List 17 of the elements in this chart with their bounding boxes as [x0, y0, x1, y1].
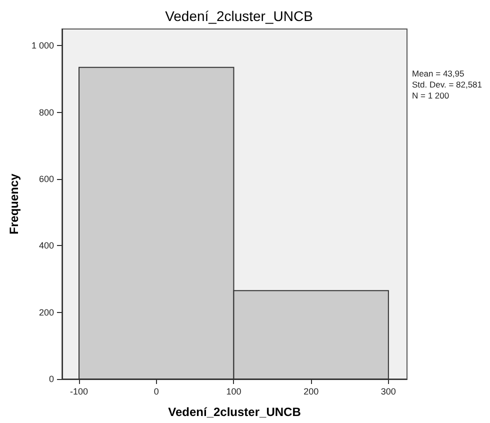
x-tick-label: 200 [304, 386, 319, 396]
x-tick-label: 100 [226, 386, 242, 396]
x-tick-label: 300 [380, 386, 396, 396]
y-tick-label: 1 000 [31, 40, 54, 51]
y-tick-label: 0 [48, 374, 54, 384]
text: Std. Dev. = 82,581 [412, 80, 482, 90]
x-tick-label: -100 [70, 386, 88, 396]
text: N = 1 200 [412, 90, 450, 100]
text: Mean = 43,95 [412, 68, 464, 78]
y-tick-label: 400 [38, 240, 54, 251]
y-tick-label: 800 [38, 107, 54, 118]
x-axis-title: Vedení_2cluster_UNCB [168, 405, 302, 419]
chart-title: Vedení_2cluster_UNCB [165, 8, 313, 24]
x-tick-label: 0 [154, 386, 159, 396]
y-tick-label: 600 [38, 174, 54, 184]
y-axis-title: Frequency [7, 173, 21, 234]
y-tick-label: 200 [38, 307, 54, 318]
